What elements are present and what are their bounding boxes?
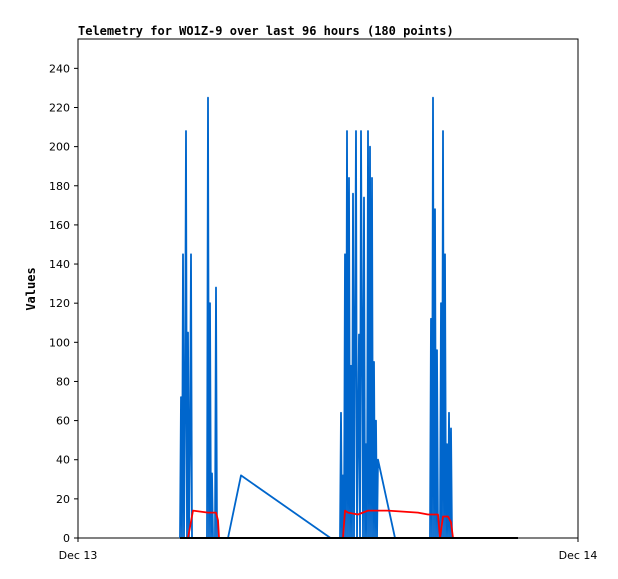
- y-tick-label: 80: [56, 375, 70, 388]
- y-tick-label: 240: [49, 62, 70, 75]
- y-tick-label: 100: [49, 336, 70, 349]
- y-tick-label: 60: [56, 415, 70, 428]
- y-tick-label: 20: [56, 493, 70, 506]
- y-tick-label: 200: [49, 141, 70, 154]
- y-axis-label: Values: [24, 267, 38, 310]
- y-tick-label: 140: [49, 258, 70, 271]
- y-tick-label: 160: [49, 219, 70, 232]
- chart-title: Telemetry for WO1Z-9 over last 96 hours …: [78, 24, 454, 38]
- y-axis: 0 20 40 60 80 100 120 140 160 180 200 220 240: [49, 62, 78, 545]
- y-tick-label: 220: [49, 101, 70, 114]
- series-line-1: [187, 509, 458, 539]
- y-tick-label: 0: [63, 532, 70, 545]
- y-tick-label: 40: [56, 454, 70, 467]
- x-tick-label: Dec 14: [559, 549, 598, 562]
- x-axis: Dec 13 Dec 14: [59, 538, 598, 562]
- y-tick-label: 180: [49, 180, 70, 193]
- series-layer: [179, 96, 518, 539]
- y-tick-label: 120: [49, 297, 70, 310]
- x-tick-label: Dec 13: [59, 549, 98, 562]
